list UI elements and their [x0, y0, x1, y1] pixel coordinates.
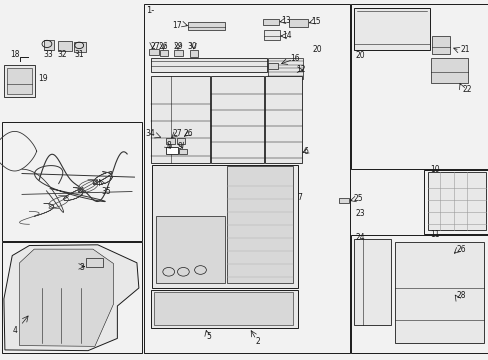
Text: 34: 34 [145, 129, 155, 138]
Bar [431, 288, 454, 300]
Bar [166, 147, 178, 154]
Bar [264, 30, 279, 40]
Text: 5: 5 [206, 333, 211, 341]
Bar [44, 40, 54, 50]
Bar [151, 165, 298, 288]
Polygon shape [4, 245, 139, 351]
Text: 29: 29 [173, 41, 183, 50]
Bar [74, 42, 85, 52]
Bar [160, 50, 168, 56]
Text: 8: 8 [166, 141, 171, 150]
Text: 27: 27 [172, 129, 182, 138]
Bar [58, 41, 72, 51]
Bar [150, 290, 298, 328]
Text: 26: 26 [183, 129, 193, 138]
Bar [85, 258, 102, 267]
Bar [150, 76, 210, 163]
Bar [150, 58, 266, 72]
Bar [188, 22, 224, 30]
Text: 23: 23 [354, 210, 364, 218]
Text: 32: 32 [58, 50, 67, 59]
Bar [424, 170, 487, 234]
Bar [431, 36, 449, 54]
Bar [166, 138, 175, 144]
Text: 14: 14 [282, 31, 292, 40]
Bar [350, 235, 487, 353]
Text: 9: 9 [177, 142, 182, 151]
Bar [427, 172, 485, 230]
Bar [156, 216, 224, 283]
Bar [154, 292, 293, 325]
Text: 12: 12 [296, 65, 305, 74]
Text: 35: 35 [102, 187, 111, 196]
Bar [144, 4, 349, 353]
Bar [267, 58, 303, 79]
Bar [2, 242, 142, 353]
Bar [288, 19, 307, 27]
Text: 26: 26 [456, 245, 466, 253]
Bar [211, 76, 264, 163]
Text: 7: 7 [297, 193, 302, 202]
Text: 18: 18 [10, 50, 20, 59]
Polygon shape [20, 249, 113, 346]
Text: 25: 25 [352, 194, 362, 203]
Text: 33: 33 [43, 50, 53, 59]
Text: 3: 3 [80, 263, 84, 271]
Bar [2, 122, 142, 241]
Text: 27: 27 [150, 41, 160, 50]
Bar [264, 76, 302, 163]
Text: 16: 16 [290, 54, 300, 63]
Bar [267, 63, 277, 69]
Bar [177, 138, 184, 144]
Text: 17: 17 [172, 21, 182, 30]
Text: 28: 28 [456, 291, 465, 300]
Text: 21: 21 [460, 45, 469, 54]
Text: 31: 31 [74, 50, 84, 59]
Bar [430, 58, 468, 83]
Bar [227, 166, 293, 283]
Text: 26: 26 [158, 42, 168, 51]
Bar [4, 65, 35, 97]
Bar [429, 248, 453, 262]
Text: 1-: 1- [145, 5, 154, 14]
Text: 30: 30 [187, 41, 197, 50]
Bar [353, 8, 429, 50]
Text: 24: 24 [354, 233, 364, 242]
Text: 19: 19 [38, 74, 48, 83]
Text: 10: 10 [429, 165, 439, 174]
Bar [394, 242, 483, 343]
Text: 6: 6 [303, 147, 308, 156]
Text: 11: 11 [429, 230, 439, 239]
Bar [350, 4, 487, 169]
Bar [174, 50, 183, 56]
Text: 13: 13 [281, 16, 290, 25]
Bar [179, 149, 186, 154]
Text: 2: 2 [255, 338, 260, 346]
Bar [339, 198, 348, 203]
Text: 22: 22 [462, 85, 471, 94]
Text: 20: 20 [311, 45, 321, 54]
Bar [263, 19, 278, 25]
Text: 15: 15 [310, 17, 320, 26]
Bar [353, 239, 390, 325]
Text: 20: 20 [354, 51, 364, 60]
Bar [7, 68, 32, 94]
Text: 4: 4 [12, 326, 17, 335]
Bar [189, 50, 198, 57]
Bar [149, 49, 159, 55]
